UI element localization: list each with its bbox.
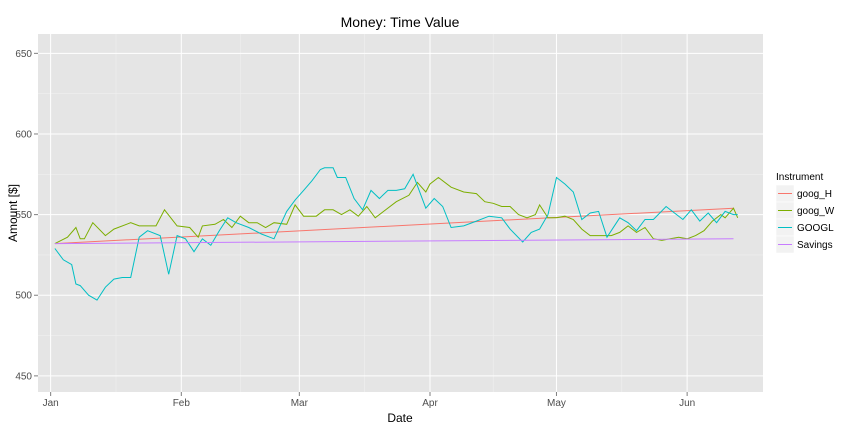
y-tick-label: 650: [15, 49, 32, 60]
x-axis-title: Date: [387, 411, 413, 425]
series-line-goog-w: [54, 176, 739, 245]
series-line-goog-h: [54, 207, 734, 245]
y-axis-title: Amount [$]: [6, 184, 20, 242]
x-tick-label: Feb: [173, 398, 191, 409]
legend-label-savings: Savings: [797, 240, 833, 251]
legend: Instrument goog_H goog_W GOOGL Savings: [775, 172, 835, 254]
x-tick-label: Jan: [43, 398, 59, 409]
x-axis: Jan Feb Mar Apr May Jun: [43, 392, 695, 409]
chart-title: Money: Time Value: [341, 14, 460, 30]
minor-gridlines: [38, 34, 763, 392]
legend-label-googl: GOOGL: [797, 223, 834, 234]
series-line-googl: [54, 167, 738, 301]
x-tick-label: May: [547, 398, 566, 409]
major-gridlines: [38, 34, 763, 392]
y-tick-label: 550: [15, 210, 32, 221]
y-tick-label: 500: [15, 291, 32, 302]
panel-background: [38, 34, 763, 392]
series-lines: [54, 167, 739, 301]
x-tick-label: Mar: [291, 398, 309, 409]
legend-label-goog-w: goog_W: [797, 206, 835, 217]
y-tick-label: 450: [15, 371, 32, 382]
x-tick-label: Apr: [422, 398, 438, 409]
y-tick-label: 600: [15, 129, 32, 140]
legend-title: Instrument: [776, 172, 823, 183]
legend-label-goog-h: goog_H: [797, 189, 832, 200]
series-line-savings: [54, 238, 734, 245]
y-axis: 450 500 550 600 650: [15, 49, 38, 382]
x-tick-label: Jun: [679, 398, 695, 409]
